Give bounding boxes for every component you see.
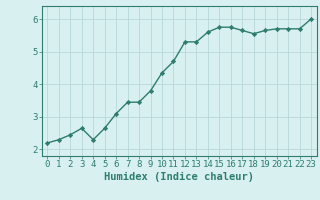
X-axis label: Humidex (Indice chaleur): Humidex (Indice chaleur) [104, 172, 254, 182]
